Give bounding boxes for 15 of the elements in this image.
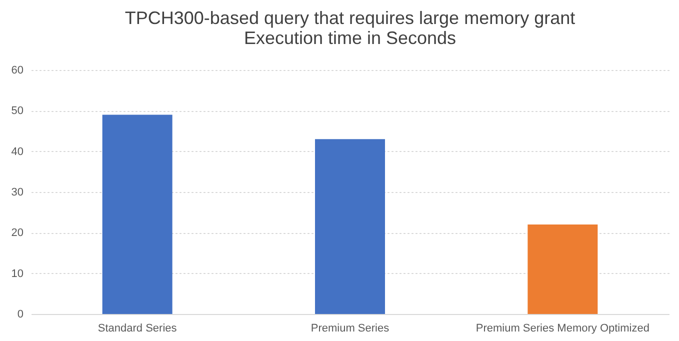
y-tick-label: 50 bbox=[11, 105, 24, 118]
y-tick-label: 0 bbox=[17, 308, 24, 320]
y-tick-label: 40 bbox=[11, 146, 24, 158]
y-tick-label: 60 bbox=[11, 64, 24, 76]
text: Execution time in Seconds bbox=[244, 28, 456, 48]
y-tick-label: 10 bbox=[11, 268, 24, 280]
text: TPCH300-based query that requires large memory grant bbox=[124, 8, 576, 28]
x-tick-label: Premium Series Memory Optimized bbox=[476, 322, 650, 334]
y-tick-label: 20 bbox=[11, 227, 24, 240]
bar bbox=[315, 139, 385, 314]
bar bbox=[528, 224, 598, 314]
y-tick-label: 30 bbox=[11, 186, 24, 198]
x-tick-label: Standard Series bbox=[98, 322, 178, 334]
bar bbox=[102, 114, 172, 314]
x-tick-label: Premium Series bbox=[310, 322, 390, 334]
